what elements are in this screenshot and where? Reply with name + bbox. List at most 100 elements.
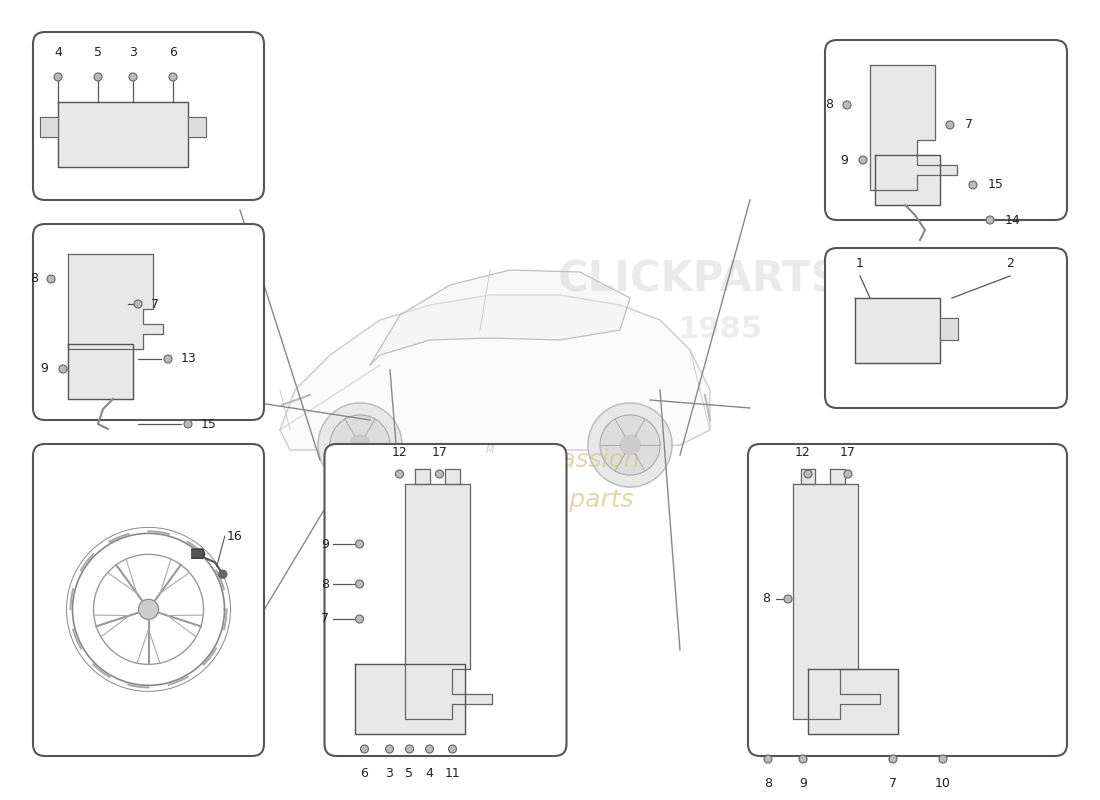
- Text: 17: 17: [431, 446, 448, 459]
- Polygon shape: [280, 295, 710, 450]
- Circle shape: [449, 745, 456, 753]
- Polygon shape: [318, 403, 402, 487]
- Text: 3: 3: [386, 767, 394, 780]
- Circle shape: [804, 470, 812, 478]
- Polygon shape: [188, 117, 206, 137]
- Circle shape: [939, 755, 947, 763]
- Circle shape: [59, 365, 67, 373]
- Polygon shape: [830, 469, 845, 484]
- Text: 17: 17: [840, 446, 856, 459]
- Text: 9: 9: [799, 777, 807, 790]
- Text: 16: 16: [227, 530, 242, 542]
- Circle shape: [129, 73, 138, 81]
- Text: 2: 2: [1006, 257, 1014, 270]
- Polygon shape: [620, 435, 640, 455]
- Circle shape: [355, 580, 363, 588]
- Circle shape: [184, 420, 192, 428]
- FancyBboxPatch shape: [825, 40, 1067, 220]
- Circle shape: [843, 101, 851, 109]
- Text: M: M: [486, 445, 494, 455]
- Polygon shape: [354, 664, 464, 734]
- Text: 1: 1: [856, 257, 864, 270]
- Circle shape: [134, 300, 142, 308]
- Polygon shape: [219, 570, 227, 578]
- FancyBboxPatch shape: [33, 224, 264, 420]
- Polygon shape: [330, 415, 390, 475]
- Text: 7: 7: [965, 118, 974, 131]
- Text: 6: 6: [361, 767, 368, 780]
- Polygon shape: [588, 403, 672, 487]
- FancyBboxPatch shape: [324, 444, 566, 756]
- Circle shape: [784, 595, 792, 603]
- Text: 11: 11: [444, 767, 461, 780]
- Circle shape: [844, 470, 852, 478]
- Circle shape: [889, 755, 896, 763]
- Polygon shape: [68, 254, 163, 349]
- Text: 7: 7: [321, 613, 330, 626]
- Text: 8: 8: [321, 578, 330, 590]
- Text: 6: 6: [169, 46, 177, 59]
- Circle shape: [799, 755, 807, 763]
- Circle shape: [396, 470, 404, 478]
- Polygon shape: [405, 484, 492, 719]
- Text: 15: 15: [201, 418, 217, 430]
- Text: 14: 14: [1005, 214, 1021, 226]
- Text: 5: 5: [406, 767, 414, 780]
- Circle shape: [436, 470, 443, 478]
- Text: 12: 12: [795, 446, 811, 459]
- Text: a passion
for parts: a passion for parts: [520, 448, 639, 512]
- Circle shape: [169, 73, 177, 81]
- Text: 10: 10: [935, 777, 950, 790]
- Text: CLICKPARTS: CLICKPARTS: [558, 259, 842, 301]
- Polygon shape: [350, 435, 370, 455]
- FancyBboxPatch shape: [748, 444, 1067, 756]
- Text: 12: 12: [392, 446, 407, 459]
- Polygon shape: [68, 344, 133, 399]
- Polygon shape: [874, 155, 940, 205]
- Text: 13: 13: [182, 353, 197, 366]
- Text: 8: 8: [762, 593, 770, 606]
- Circle shape: [426, 745, 433, 753]
- Text: 9: 9: [321, 538, 330, 550]
- Polygon shape: [139, 599, 158, 619]
- Text: 1985: 1985: [678, 315, 762, 345]
- Polygon shape: [600, 415, 660, 475]
- Circle shape: [859, 156, 867, 164]
- Text: 8: 8: [825, 98, 833, 111]
- Circle shape: [385, 745, 394, 753]
- Circle shape: [361, 745, 368, 753]
- Circle shape: [764, 755, 772, 763]
- Circle shape: [986, 216, 994, 224]
- Circle shape: [47, 275, 55, 283]
- Circle shape: [355, 615, 363, 623]
- Polygon shape: [415, 469, 429, 484]
- Text: 15: 15: [988, 178, 1004, 191]
- Text: 9: 9: [840, 154, 848, 166]
- Polygon shape: [444, 469, 460, 484]
- Text: 5: 5: [94, 46, 102, 59]
- Text: 8: 8: [764, 777, 772, 790]
- Circle shape: [969, 181, 977, 189]
- Text: 4: 4: [426, 767, 433, 780]
- FancyBboxPatch shape: [33, 444, 264, 756]
- Text: 7: 7: [889, 777, 896, 790]
- Polygon shape: [808, 669, 898, 734]
- Text: 4: 4: [54, 46, 62, 59]
- Text: 3: 3: [129, 46, 136, 59]
- Polygon shape: [801, 469, 815, 484]
- Polygon shape: [870, 65, 957, 190]
- Text: 9: 9: [40, 362, 48, 375]
- Circle shape: [54, 73, 62, 81]
- FancyBboxPatch shape: [825, 248, 1067, 408]
- Polygon shape: [191, 550, 205, 558]
- Text: 7: 7: [151, 298, 160, 310]
- Polygon shape: [370, 270, 630, 365]
- Circle shape: [94, 73, 102, 81]
- Circle shape: [164, 355, 172, 363]
- Polygon shape: [58, 102, 188, 167]
- Polygon shape: [40, 117, 58, 137]
- Polygon shape: [855, 298, 940, 363]
- Text: 8: 8: [30, 273, 38, 286]
- Circle shape: [355, 540, 363, 548]
- Circle shape: [946, 121, 954, 129]
